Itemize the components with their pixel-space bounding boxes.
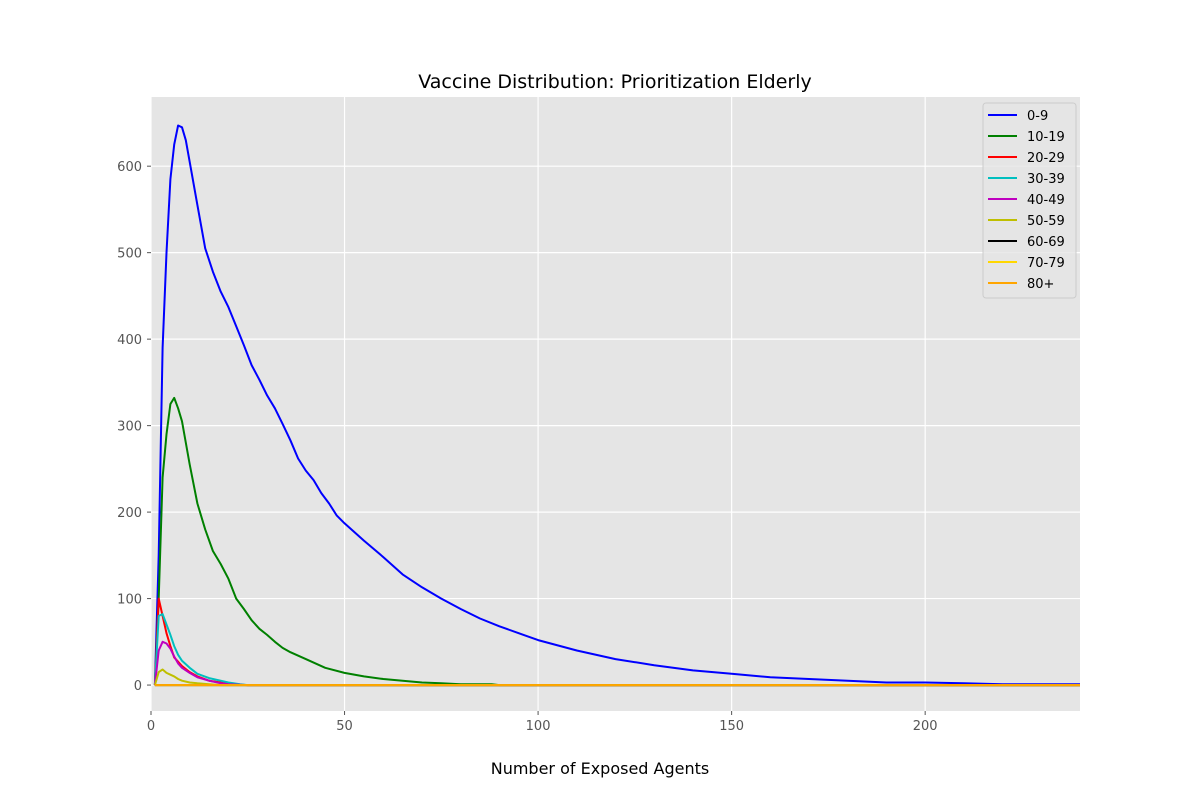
x-tick-label: 0 [147,719,155,734]
x-tick-label: 50 [336,719,353,734]
plot-area [151,97,1080,711]
axis-ticks: 0 50 100 150 200 0 100 200 300 400 500 600 [117,160,937,734]
series-lines [153,124,1080,687]
legend-label: 60-69 [1027,235,1065,250]
y-tick-label: 400 [117,333,142,348]
legend-label: 50-59 [1027,214,1065,229]
x-tick-label: 200 [913,719,938,734]
legend-label: 0-9 [1027,109,1048,124]
y-tick-label: 0 [134,679,142,694]
y-tick-label: 200 [117,506,142,521]
legend-box [982,102,1077,299]
series-line-10-19 [153,396,1080,687]
legend-label: 70-79 [1027,256,1065,271]
x-axis-label: Number of Exposed Agents [491,759,710,778]
legend: 0-9 10-19 20-29 30-39 40-49 50-59 60-69 70-79 80… [982,102,1077,299]
x-tick-label: 100 [526,719,551,734]
chart-title: Vaccine Distribution: Prioritization Eld… [418,71,811,93]
y-tick-label: 600 [117,160,142,175]
legend-label: 20-29 [1027,151,1065,166]
y-tick-label: 100 [117,593,142,608]
series-line-0-9 [153,124,1080,686]
y-tick-label: 300 [117,420,142,435]
series-line-30-39 [153,613,1080,687]
legend-label: 30-39 [1027,172,1065,187]
legend-label: 80+ [1027,277,1054,292]
legend-label: 10-19 [1027,130,1065,145]
legend-label: 40-49 [1027,193,1065,208]
series-line-40-49 [153,640,1080,687]
y-tick-label: 500 [117,247,142,262]
x-tick-label: 150 [719,719,744,734]
